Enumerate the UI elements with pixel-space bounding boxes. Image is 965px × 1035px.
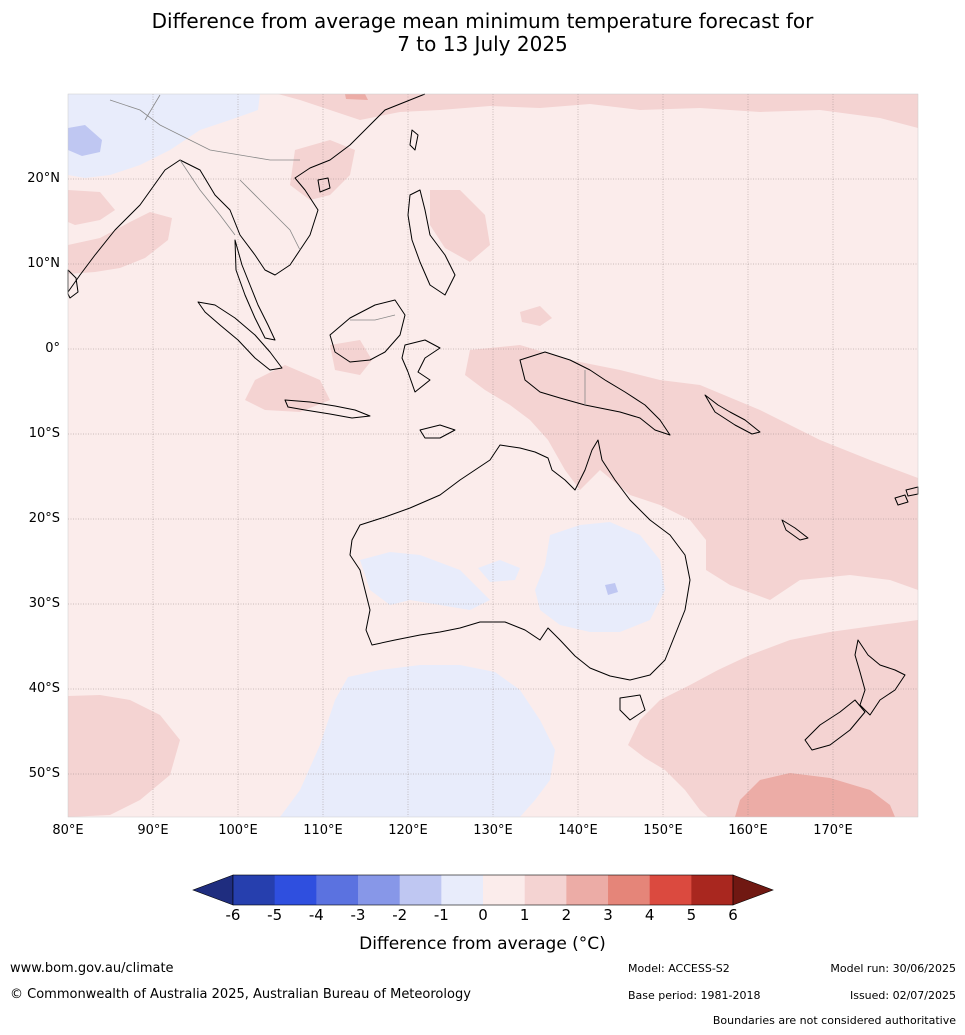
lon-label-80e: 80°E <box>52 823 84 838</box>
colorbar-tick-label: 4 <box>644 906 655 924</box>
lon-label-170e: 170°E <box>813 823 853 838</box>
colorbar-label: Difference from average (°C) <box>359 934 606 954</box>
title-line-2: 7 to 13 July 2025 <box>397 32 568 56</box>
colorbar-tick-label: -5 <box>267 906 283 924</box>
colorbar-cell <box>649 875 692 905</box>
footer-model: Model: ACCESS-S2 <box>628 962 730 975</box>
footer-model-run: Model run: 30/06/2025 <box>830 962 956 975</box>
coastlines <box>67 93 919 751</box>
lon-label-140e: 140°E <box>558 823 598 838</box>
map-frame <box>67 93 919 818</box>
graticule <box>68 94 918 817</box>
footer-disclaimer: Boundaries are not considered authoritat… <box>712 1014 956 1027</box>
colorbar-cell <box>274 875 317 905</box>
anomaly-2-3-region <box>735 773 895 817</box>
footer-issued: Issued: 02/07/2025 <box>849 989 956 1002</box>
anomaly-minus1-0-regions <box>68 94 665 817</box>
footer-copyright: © Commonwealth of Australia 2025, Austra… <box>10 987 471 1002</box>
footer-base-period: Base period: 1981-2018 <box>628 989 761 1002</box>
lat-label-40s: 40°S <box>28 681 60 696</box>
colorbar-extend-low <box>192 874 234 906</box>
colorbar-cell <box>524 875 567 905</box>
lat-label-20n: 20°N <box>27 171 60 186</box>
colorbar-cell <box>441 875 484 905</box>
lon-label-150e: 150°E <box>643 823 683 838</box>
colorbar-tick-label: -4 <box>308 906 324 924</box>
footer-website: www.bom.gov.au/climate <box>10 961 174 976</box>
colorbar-tick-label: -6 <box>225 906 241 924</box>
colorbar-tick-label: -3 <box>350 906 366 924</box>
anomaly-2-3-region-north <box>345 94 368 100</box>
colorbar-cell <box>566 875 609 905</box>
colorbar-tick-label: 6 <box>728 906 738 924</box>
lat-label-0: 0° <box>45 341 60 356</box>
colorbar-cell <box>316 875 359 905</box>
colorbar-cell <box>691 875 734 905</box>
colorbar-tick-label: 1 <box>519 906 530 924</box>
colorbar-cell <box>608 875 651 905</box>
lon-label-120e: 120°E <box>388 823 428 838</box>
anomaly-1-2-regions <box>68 94 918 817</box>
colorbar-tick-label: -1 <box>433 906 449 924</box>
colorbar-tick-label: 0 <box>478 906 488 924</box>
lat-label-50s: 50°S <box>28 766 60 781</box>
lon-label-160e: 160°E <box>728 823 768 838</box>
colorbar-cell <box>233 875 276 905</box>
lat-label-10n: 10°N <box>27 256 60 271</box>
colorbar-tick-label: 3 <box>603 906 613 924</box>
lon-label-90e: 90°E <box>137 823 169 838</box>
colorbar <box>192 874 774 906</box>
lon-label-100e: 100°E <box>218 823 258 838</box>
colorbar-tick-label: -2 <box>392 906 408 924</box>
map-title: Difference from average mean minimum tem… <box>0 10 965 56</box>
colorbar-tick-label: 2 <box>561 906 572 924</box>
lat-label-20s: 20°S <box>28 511 60 526</box>
lon-label-130e: 130°E <box>473 823 513 838</box>
colorbar-cell <box>399 875 442 905</box>
anomaly-minus2-minus1-regions <box>68 125 618 595</box>
lon-label-110e: 110°E <box>303 823 343 838</box>
colorbar-cell <box>358 875 401 905</box>
colorbar-cell <box>483 875 526 905</box>
country-borders <box>109 94 586 405</box>
colorbar-tick-label: 5 <box>686 906 697 924</box>
title-line-1: Difference from average mean minimum tem… <box>151 9 814 33</box>
colorbar-extend-high <box>732 874 774 906</box>
colorbar-cells <box>192 874 774 906</box>
lat-label-30s: 30°S <box>28 596 60 611</box>
lat-label-10s: 10°S <box>28 426 60 441</box>
